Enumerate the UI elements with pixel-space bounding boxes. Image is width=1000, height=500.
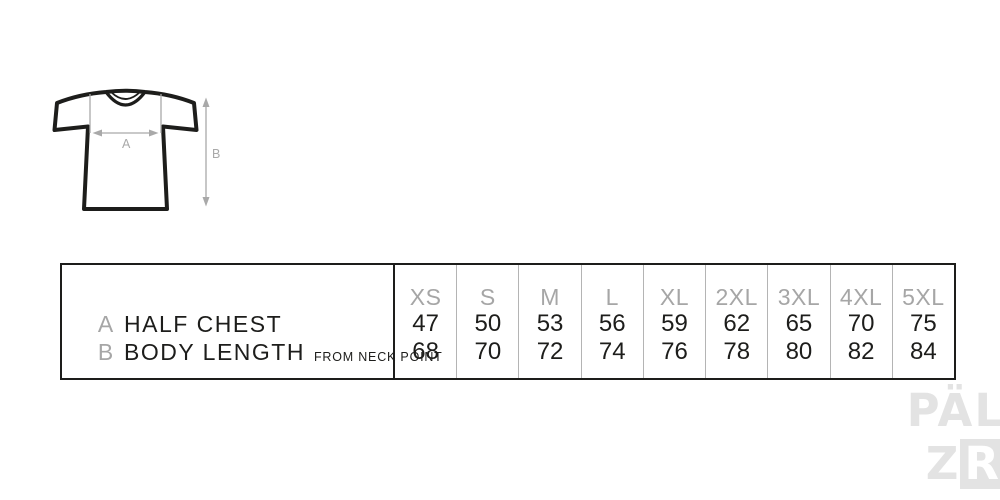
measure-a-label: A xyxy=(122,137,131,151)
size-header: 3XL xyxy=(777,284,821,310)
size-header: L xyxy=(605,284,619,310)
half-chest-value: 50 xyxy=(474,310,502,337)
body-length-value: 70 xyxy=(474,338,502,365)
half-chest-value: 56 xyxy=(598,310,626,337)
half-chest-value: 75 xyxy=(910,310,937,337)
size-column-m: M 53 72 xyxy=(518,265,580,378)
half-chest-label: HALF CHEST xyxy=(124,311,283,337)
brand-watermark: PÄL ZR xyxy=(907,384,1000,490)
body-length-value: 84 xyxy=(910,338,937,365)
size-column-xl: XL 59 76 xyxy=(642,265,705,378)
half-chest-value: 47 xyxy=(412,310,439,337)
collar-outer-arc xyxy=(104,91,147,107)
size-header: XL xyxy=(659,284,690,310)
size-header: 5XL xyxy=(902,284,945,310)
body-length-value: 76 xyxy=(661,338,688,365)
size-column-s: S 50 70 xyxy=(456,265,518,378)
size-table: A HALF CHEST B BODY LENGTH FROM NECK POI… xyxy=(60,263,956,380)
size-header: S xyxy=(479,284,496,310)
watermark-line2: ZR xyxy=(907,437,1000,490)
body-length-value: 68 xyxy=(412,338,439,365)
row-letter-b: B xyxy=(97,339,115,365)
half-chest-value: 62 xyxy=(723,310,751,337)
body-length-label: BODY LENGTH xyxy=(124,339,305,365)
measure-b-label: B xyxy=(212,147,220,161)
body-length-value: 82 xyxy=(847,338,875,365)
half-chest-value: 59 xyxy=(661,310,688,337)
row-label-body-length: B BODY LENGTH FROM NECK POINT xyxy=(97,338,443,366)
size-header: 2XL xyxy=(715,284,758,310)
size-column-5xl: 5XL 75 84 xyxy=(891,265,954,378)
measure-a-arrow xyxy=(92,129,159,137)
tshirt-diagram: A B xyxy=(52,88,220,211)
body-length-value: 80 xyxy=(785,338,813,365)
watermark-line1: PÄL xyxy=(906,384,1000,437)
row-label-half-chest: A HALF CHEST xyxy=(97,311,443,338)
measure-labels-column: A HALF CHEST B BODY LENGTH FROM NECK POI… xyxy=(62,265,442,378)
watermark-z: Z xyxy=(925,437,961,490)
body-length-value: 72 xyxy=(536,338,564,365)
size-header: XS xyxy=(409,284,442,310)
half-chest-value: 65 xyxy=(785,310,813,337)
body-length-value: 78 xyxy=(723,338,751,365)
collar-inner-arc xyxy=(110,91,141,100)
size-column-3xl: 3XL 65 80 xyxy=(767,265,829,378)
body-length-value: 74 xyxy=(598,338,626,365)
size-header: M xyxy=(540,284,560,310)
measure-b-arrow xyxy=(202,97,210,207)
watermark-r: R xyxy=(960,439,1000,489)
half-chest-value: 53 xyxy=(536,310,564,337)
spacer xyxy=(97,265,443,311)
size-header: 4XL xyxy=(839,284,883,310)
size-column-4xl: 4XL 70 82 xyxy=(829,265,892,378)
row-letter-a: A xyxy=(97,311,115,337)
size-column-2xl: 2XL 62 78 xyxy=(705,265,767,378)
half-chest-value: 70 xyxy=(847,310,875,337)
size-column-l: L 56 74 xyxy=(580,265,643,378)
body-length-note: FROM NECK POINT xyxy=(313,350,443,364)
size-column-xs: XS 47 68 xyxy=(395,265,456,378)
